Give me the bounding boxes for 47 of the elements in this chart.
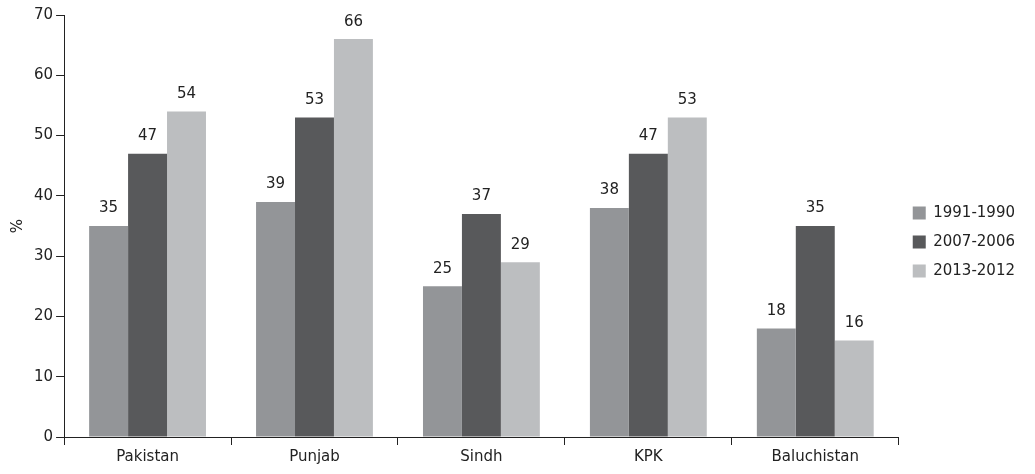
data-label: 66 — [343, 11, 363, 30]
bar — [628, 153, 668, 437]
x-tick-label: Punjab — [289, 446, 340, 465]
bar — [422, 286, 462, 437]
data-label: 38 — [599, 180, 619, 199]
x-tick-label: KPK — [633, 446, 664, 465]
data-label: 29 — [510, 234, 530, 253]
y-tick-label: 40 — [33, 185, 54, 204]
y-axis-title: % — [7, 218, 26, 234]
bar — [589, 207, 629, 437]
bar — [500, 262, 540, 437]
data-label: 53 — [304, 89, 325, 108]
y-tick-label: 30 — [33, 246, 54, 265]
bar — [461, 213, 501, 437]
x-tick-label: Sindh — [460, 446, 503, 465]
data-label: 47 — [138, 126, 158, 145]
data-label: 47 — [638, 126, 658, 145]
data-label: 39 — [265, 174, 286, 193]
y-tick-label: 70 — [33, 4, 54, 23]
bar — [333, 39, 373, 437]
data-label: 25 — [432, 258, 453, 277]
bar — [667, 117, 707, 437]
bar — [795, 226, 835, 437]
bar — [167, 111, 206, 437]
data-label: 53 — [677, 89, 697, 108]
data-label: 37 — [471, 186, 491, 205]
y-tick-label: 60 — [33, 65, 54, 84]
bar — [89, 226, 129, 437]
x-tick-label: Baluchistan — [771, 446, 860, 465]
data-label: 54 — [176, 83, 197, 102]
y-tick-label: 10 — [33, 366, 54, 385]
bar — [128, 153, 168, 437]
bar — [756, 328, 796, 437]
data-label: 35 — [99, 198, 119, 217]
legend-label: 2013-2012 — [933, 260, 1016, 279]
bar — [295, 117, 334, 437]
bar — [834, 340, 874, 437]
data-label: 18 — [766, 300, 786, 319]
data-label: 35 — [805, 198, 825, 217]
legend-label: 2007-2006 — [933, 231, 1016, 250]
y-tick-label: 20 — [33, 306, 54, 325]
y-tick-label: 0 — [43, 426, 54, 445]
y-tick-label: 50 — [33, 125, 54, 144]
bar — [256, 201, 296, 437]
x-tick-label: Pakistan — [116, 446, 179, 465]
data-label: 16 — [844, 312, 864, 331]
legend-label: 1991-1990 — [933, 202, 1016, 221]
